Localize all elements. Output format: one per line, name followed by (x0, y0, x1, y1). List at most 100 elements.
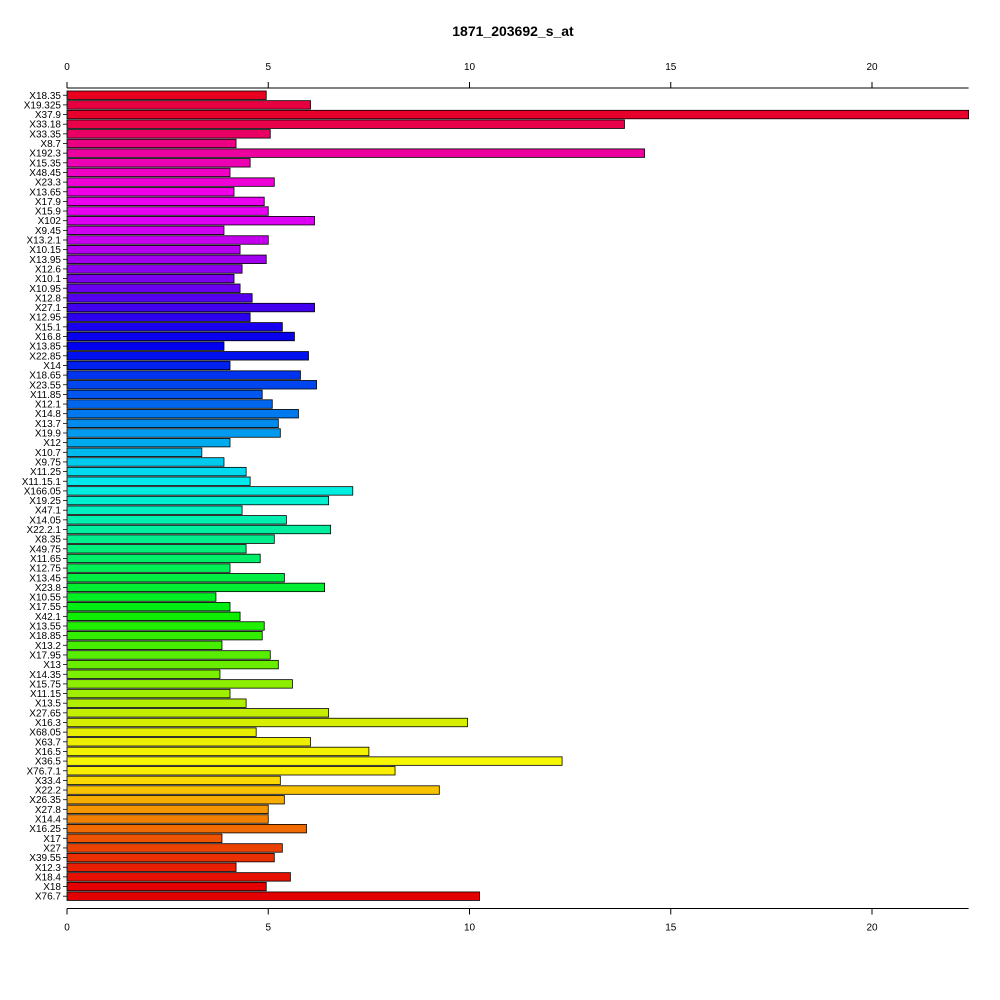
category-label: X13.2.1 (27, 236, 62, 247)
bar (66, 814, 269, 824)
bar (66, 447, 203, 457)
bar (66, 553, 261, 564)
bar (66, 100, 311, 110)
bar (66, 679, 293, 689)
bar (66, 167, 231, 178)
bottom-tick-label: 0 (64, 922, 70, 933)
bar (66, 804, 269, 814)
bar (66, 90, 267, 100)
category-label: X15.75 (29, 679, 61, 690)
bar (66, 158, 251, 168)
bar (66, 766, 396, 776)
bar (66, 515, 287, 525)
bar (66, 399, 273, 409)
bar (66, 824, 307, 834)
bar (66, 659, 279, 670)
category-label: X15.1 (35, 322, 62, 333)
category-label: X10.15 (29, 245, 61, 256)
bar (66, 264, 243, 274)
bar (66, 148, 645, 158)
category-label: X9.45 (35, 226, 62, 237)
bar (66, 698, 247, 708)
category-label: X22.2.1 (27, 525, 62, 536)
bar (66, 409, 299, 419)
category-label: X48.45 (29, 168, 61, 179)
bar (66, 524, 332, 535)
category-label: X18.85 (29, 631, 61, 642)
category-label: X27 (43, 843, 61, 854)
bar (66, 495, 330, 506)
category-label: X11.15 (30, 689, 61, 700)
category-label: X22.85 (29, 351, 61, 362)
category-label: X17.55 (29, 602, 61, 613)
bar (66, 775, 281, 786)
category-label: X36.5 (35, 757, 62, 768)
bar (66, 534, 275, 544)
bottom-tick-label: 15 (665, 922, 677, 933)
bar (66, 331, 295, 342)
category-label: X33.35 (29, 129, 61, 140)
bar (66, 611, 241, 621)
category-label: X11.65 (30, 554, 61, 565)
top-tick-label: 5 (265, 62, 271, 73)
category-label: X76.7.1 (27, 766, 62, 777)
category-label: X16.25 (29, 824, 61, 835)
category-label: X19.25 (29, 496, 61, 507)
bar (66, 795, 285, 805)
bar (66, 466, 247, 477)
category-label: X10.7 (35, 448, 62, 459)
category-label: X166.05 (24, 486, 62, 497)
category-label: X76.7 (35, 892, 62, 903)
bar (66, 351, 309, 361)
category-label: X26.35 (29, 795, 61, 806)
category-label: X18 (43, 882, 61, 893)
bar (66, 688, 231, 699)
bar (66, 592, 217, 602)
bar (66, 631, 263, 641)
bar (66, 225, 225, 236)
bar (66, 235, 269, 245)
bar (66, 843, 283, 853)
bar (66, 216, 315, 226)
bar (66, 708, 330, 718)
category-label: X39.55 (29, 853, 61, 864)
bar (66, 862, 237, 872)
category-label: X13.5 (35, 699, 62, 710)
category-label: X19.325 (24, 100, 62, 111)
category-label: X19.9 (35, 429, 62, 440)
bar (66, 312, 251, 322)
bar (66, 640, 223, 650)
bar (66, 187, 235, 197)
top-axis: 0 5 10 15 20 (64, 62, 969, 89)
category-label: X14.35 (29, 670, 61, 681)
category-label: X14.8 (35, 409, 62, 420)
top-tick-label: 10 (464, 62, 476, 73)
category-label: X8.35 (35, 535, 62, 546)
bar (66, 852, 275, 863)
bar (66, 293, 253, 303)
category-label: X17.95 (29, 650, 61, 661)
category-label: X42.1 (35, 612, 62, 623)
category-label: X13.55 (29, 622, 61, 633)
category-label: X10.55 (29, 593, 61, 604)
category-labels: X18.35X19.325X37.9X33.18X33.35X8.7X192.3… (22, 91, 67, 903)
bar (66, 669, 221, 679)
category-label: X27.65 (29, 708, 61, 719)
category-label: X14.05 (29, 515, 61, 526)
bar (66, 563, 231, 573)
category-label: X33.4 (35, 776, 62, 787)
bar (66, 254, 267, 264)
bar (66, 389, 263, 400)
bar (66, 486, 354, 496)
bar (66, 746, 370, 757)
category-label: X17.9 (35, 197, 62, 208)
category-label: X14.4 (35, 815, 62, 826)
bar (66, 380, 317, 390)
category-label: X27.8 (35, 805, 62, 816)
category-label: X15.35 (29, 158, 61, 169)
category-label: X12.8 (35, 293, 62, 304)
bar (66, 891, 480, 901)
bottom-axis: 0 5 10 15 20 (64, 907, 969, 933)
category-label: X10.95 (29, 284, 61, 295)
chart-title: 1871_203692_s_at (452, 23, 574, 39)
